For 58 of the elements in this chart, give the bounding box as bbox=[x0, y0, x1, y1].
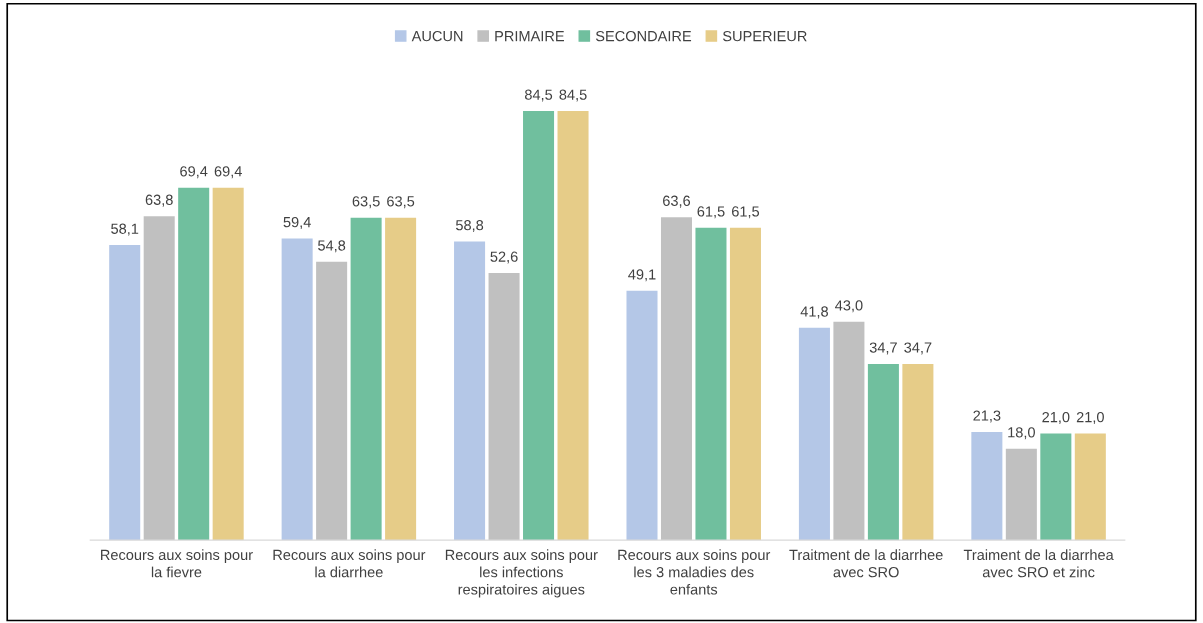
x-tick-label: Recours aux soins pour la fievre bbox=[101, 549, 253, 578]
bar bbox=[212, 187, 244, 541]
bar bbox=[454, 241, 486, 541]
legend-label: SUPERIEUR bbox=[722, 30, 807, 42]
data-label: 59,4 bbox=[283, 216, 311, 229]
bar bbox=[385, 217, 417, 541]
data-label: 61,5 bbox=[697, 206, 725, 219]
bar bbox=[523, 111, 555, 541]
data-label: 21,3 bbox=[973, 410, 1001, 423]
data-label: 84,5 bbox=[524, 89, 553, 102]
bar bbox=[971, 431, 1003, 541]
data-label: 63,6 bbox=[663, 195, 691, 208]
legend-label: AUCUN bbox=[411, 30, 463, 42]
x-tick-label: Recours aux soins pour les 3 maladies des enfants bbox=[618, 549, 771, 595]
bar bbox=[1005, 448, 1037, 541]
data-label: 21,0 bbox=[1042, 411, 1070, 424]
data-label: 52,6 bbox=[490, 251, 518, 264]
data-label: 21,0 bbox=[1076, 411, 1104, 424]
x-tick-label: Traitment de la diarrhee avec SRO bbox=[789, 549, 943, 578]
bar bbox=[867, 363, 899, 541]
bar bbox=[281, 238, 313, 541]
data-label: 69,4 bbox=[214, 166, 242, 179]
data-label: 43,0 bbox=[835, 300, 863, 313]
bar bbox=[350, 217, 382, 541]
data-label: 63,5 bbox=[352, 196, 380, 209]
data-label: 61,5 bbox=[732, 206, 760, 219]
bar bbox=[660, 217, 693, 541]
data-label: 34,7 bbox=[869, 342, 897, 355]
bar bbox=[1074, 433, 1106, 541]
data-label: 49,1 bbox=[628, 269, 656, 282]
legend-label: PRIMAIRE bbox=[495, 31, 564, 42]
data-label: 69,4 bbox=[180, 166, 208, 179]
bar bbox=[902, 363, 934, 541]
data-label: 58,1 bbox=[111, 223, 139, 236]
bar bbox=[729, 227, 761, 541]
bar bbox=[626, 290, 658, 541]
bar bbox=[109, 245, 141, 541]
data-label: 41,8 bbox=[800, 306, 828, 319]
x-tick-label: Traiment de la diarrhea avec SRO et zinc bbox=[963, 549, 1114, 578]
data-label: 18,0 bbox=[1008, 427, 1035, 440]
bar bbox=[178, 187, 210, 541]
bar bbox=[143, 216, 175, 541]
x-tick-label: Recours aux soins pour les infections respiratoires aigues bbox=[445, 549, 598, 598]
bar bbox=[695, 227, 727, 541]
data-label: 34,7 bbox=[904, 342, 932, 355]
bar bbox=[798, 327, 830, 541]
data-label: 54,8 bbox=[318, 240, 346, 253]
bar bbox=[488, 273, 520, 541]
legend-label: SECONDAIRE bbox=[595, 30, 692, 42]
data-label: 84,5 bbox=[559, 89, 587, 102]
bar bbox=[316, 261, 348, 541]
x-tick-label: Recours aux soins pour la diarrhee bbox=[273, 549, 426, 578]
data-label: 58,8 bbox=[455, 220, 484, 233]
bar bbox=[833, 321, 865, 541]
bar bbox=[1040, 433, 1072, 541]
data-label: 63,8 bbox=[145, 194, 173, 207]
data-label: 63,5 bbox=[387, 196, 415, 209]
bar bbox=[557, 111, 589, 541]
